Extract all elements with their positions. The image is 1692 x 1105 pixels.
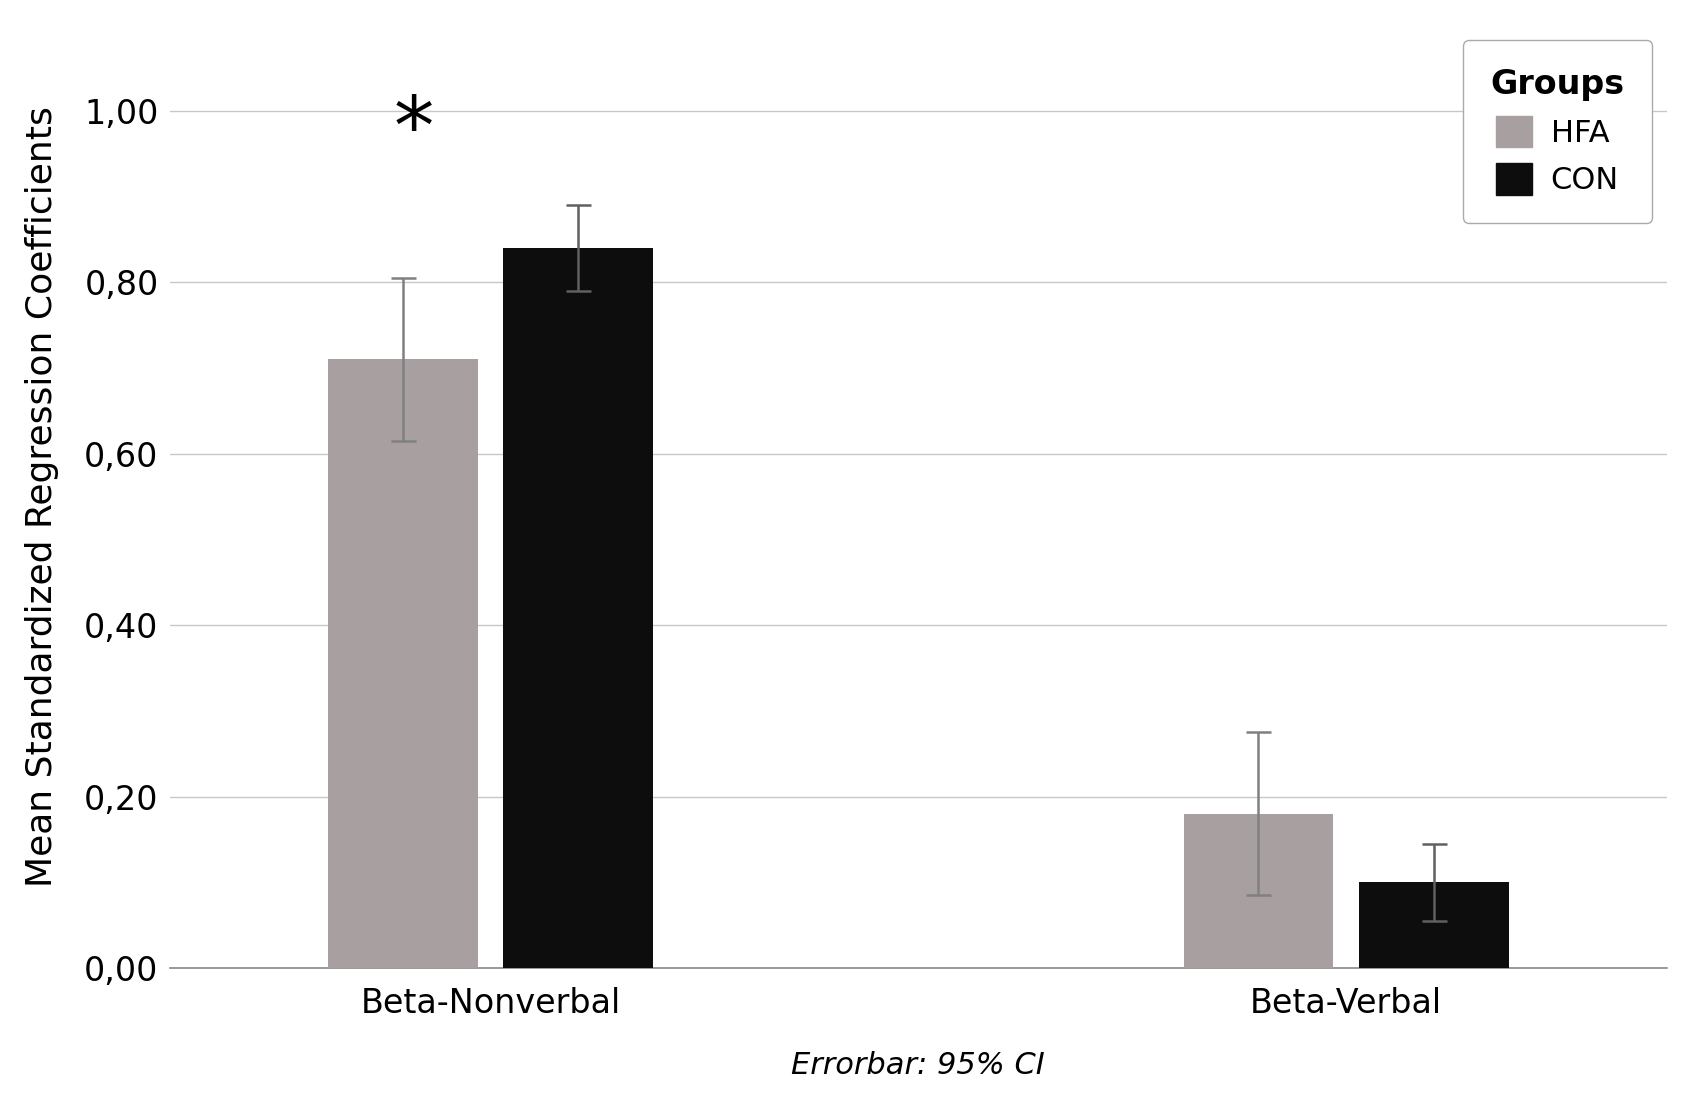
Bar bbox=[1184, 813, 1333, 968]
Bar bbox=[503, 248, 653, 968]
X-axis label: Errorbar: 95% CI: Errorbar: 95% CI bbox=[792, 1051, 1046, 1080]
Legend: HFA, CON: HFA, CON bbox=[1462, 40, 1651, 223]
Text: *: * bbox=[393, 93, 433, 171]
Y-axis label: Mean Standardized Regression Coefficients: Mean Standardized Regression Coefficient… bbox=[25, 106, 59, 887]
Bar bbox=[1359, 882, 1509, 968]
Bar bbox=[328, 359, 477, 968]
